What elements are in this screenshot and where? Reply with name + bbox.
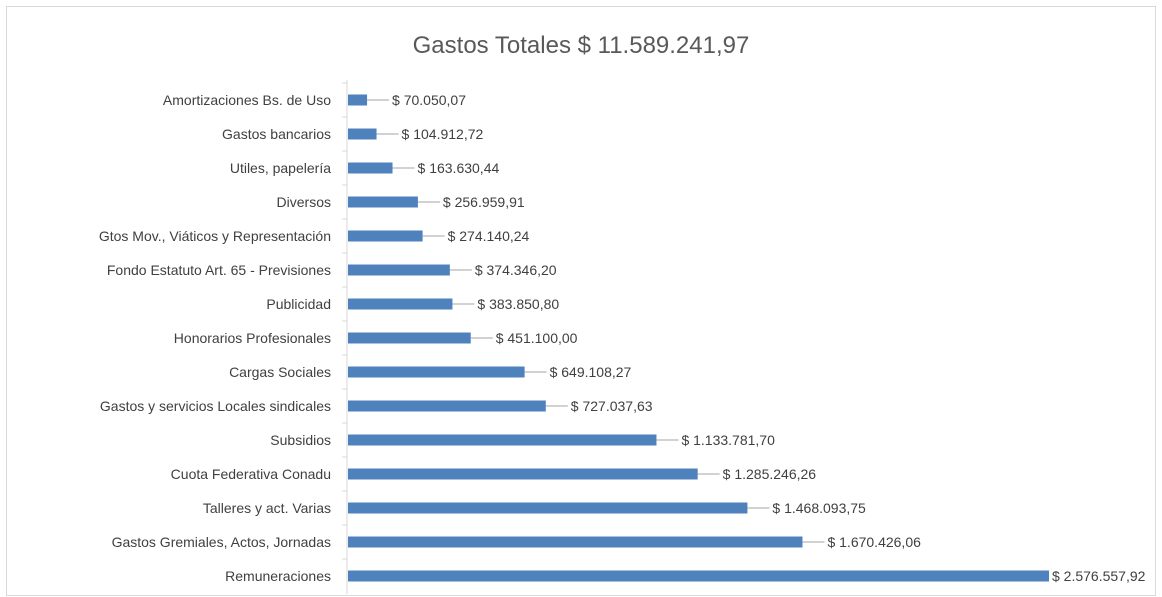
category-label: Subsidios bbox=[270, 432, 331, 448]
category-label: Remuneraciones bbox=[225, 568, 331, 584]
data-label: $ 163.630,44 bbox=[418, 160, 500, 176]
bar bbox=[348, 502, 748, 514]
bar bbox=[348, 366, 525, 378]
data-label: $ 1.670.426,06 bbox=[827, 534, 921, 550]
data-label: $ 374.346,20 bbox=[475, 262, 557, 278]
data-label: $ 1.133.781,70 bbox=[681, 432, 775, 448]
data-label: $ 383.850,80 bbox=[477, 296, 559, 312]
category-label: Talleres y act. Varias bbox=[203, 500, 331, 516]
category-label: Cuota Federativa Conadu bbox=[171, 466, 331, 482]
data-label: $ 451.100,00 bbox=[496, 330, 578, 346]
bar bbox=[348, 94, 368, 106]
data-label: $ 727.037,63 bbox=[571, 398, 653, 414]
category-label: Diversos bbox=[277, 194, 331, 210]
bar bbox=[348, 536, 803, 548]
bar bbox=[348, 400, 546, 412]
bar bbox=[348, 332, 471, 344]
category-label: Publicidad bbox=[266, 296, 331, 312]
bar bbox=[348, 230, 423, 242]
category-label: Gastos bancarios bbox=[222, 126, 331, 142]
chart-title: Gastos Totales $ 11.589.241,97 bbox=[412, 32, 750, 59]
bar bbox=[348, 196, 418, 208]
data-label: $ 70.050,07 bbox=[392, 92, 466, 108]
bar bbox=[348, 298, 453, 310]
category-label: Utiles, papelería bbox=[230, 160, 331, 176]
chart-frame bbox=[6, 6, 1156, 596]
data-label: $ 104.912,72 bbox=[402, 126, 484, 142]
category-label: Gastos Gremiales, Actos, Jornadas bbox=[112, 534, 331, 550]
category-label: Gastos y servicios Locales sindicales bbox=[100, 398, 331, 414]
category-label: Fondo Estatuto Art. 65 - Previsiones bbox=[107, 262, 331, 278]
data-label: $ 2.576.557,92 bbox=[1052, 568, 1146, 584]
bar bbox=[348, 264, 450, 276]
data-label: $ 1.468.093,75 bbox=[772, 500, 866, 516]
bar bbox=[348, 128, 377, 140]
data-label: $ 274.140,24 bbox=[448, 228, 530, 244]
data-label: $ 1.285.246,26 bbox=[723, 466, 817, 482]
category-label: Amortizaciones Bs. de Uso bbox=[163, 92, 331, 108]
category-label: Gtos Mov., Viáticos y Representación bbox=[99, 228, 331, 244]
bar bbox=[348, 434, 657, 446]
bar bbox=[348, 468, 698, 480]
bar bbox=[348, 570, 1049, 582]
category-label: Honorarios Profesionales bbox=[174, 330, 331, 346]
data-label: $ 256.959,91 bbox=[443, 194, 525, 210]
bar bbox=[348, 162, 393, 174]
data-label: $ 649.108,27 bbox=[550, 364, 632, 380]
category-label: Cargas Sociales bbox=[229, 364, 331, 380]
